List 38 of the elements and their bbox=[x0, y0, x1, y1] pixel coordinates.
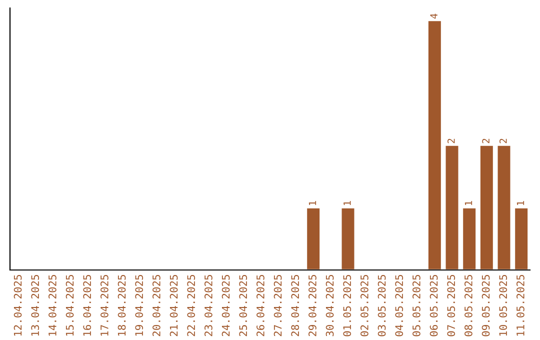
x-tick-label: 22.04.2025 bbox=[187, 275, 196, 336]
data-label: 1 bbox=[308, 201, 316, 206]
x-tick-label: 19.04.2025 bbox=[135, 275, 144, 336]
x-tick-label: 04.05.2025 bbox=[395, 275, 404, 336]
x-tick-label: 27.04.2025 bbox=[274, 275, 282, 336]
x-tick-label: 07.05.2025 bbox=[447, 275, 456, 336]
x-tick-label: 15.04.2025 bbox=[66, 275, 74, 336]
x-tick-label: 14.04.2025 bbox=[48, 275, 56, 336]
x-tick-label: 01.05.2025 bbox=[343, 275, 352, 336]
data-label: 1 bbox=[344, 201, 351, 206]
x-tick-label: 17.04.2025 bbox=[100, 275, 108, 336]
x-tick-label: 25.04.2025 bbox=[239, 275, 248, 336]
x-tick-label: 30.04.2025 bbox=[326, 275, 334, 336]
x-tick-label: 03.05.2025 bbox=[378, 275, 386, 336]
x-tick-label: 26.04.2025 bbox=[256, 275, 264, 336]
x-tick-label: 20.04.2025 bbox=[152, 275, 160, 336]
x-tick-label: 18.04.2025 bbox=[118, 275, 126, 336]
x-tick-label: 10.05.2025 bbox=[499, 275, 508, 336]
x-tick-label: 08.05.2025 bbox=[464, 275, 472, 336]
x-tick-label: 09.05.2025 bbox=[482, 275, 490, 336]
data-label: 4 bbox=[430, 14, 438, 19]
x-tick-label: 11.05.2025 bbox=[516, 275, 524, 336]
x-tick-label: 28.04.2025 bbox=[291, 275, 300, 336]
data-label: 1 bbox=[464, 201, 472, 206]
x-tick-label: 06.05.2025 bbox=[430, 275, 438, 336]
x-tick-label: 12.04.2025 bbox=[14, 275, 22, 336]
x-tick-label: 21.04.2025 bbox=[170, 275, 178, 336]
x-tick-label: 13.04.2025 bbox=[31, 275, 40, 336]
x-tick-label: 05.05.2025 bbox=[412, 275, 420, 336]
data-label: 2 bbox=[499, 138, 507, 144]
x-tick-label: 16.04.2025 bbox=[83, 275, 92, 336]
data-label: 2 bbox=[482, 138, 490, 144]
data-label: 2 bbox=[447, 138, 455, 144]
x-tick-label: 02.05.2025 bbox=[360, 275, 368, 336]
x-tick-label: 23.04.2025 bbox=[204, 275, 212, 336]
data-label: 1 bbox=[516, 201, 524, 206]
x-tick-label: 24.04.2025 bbox=[222, 275, 230, 336]
x-tick-label: 29.04.2025 bbox=[308, 275, 316, 336]
